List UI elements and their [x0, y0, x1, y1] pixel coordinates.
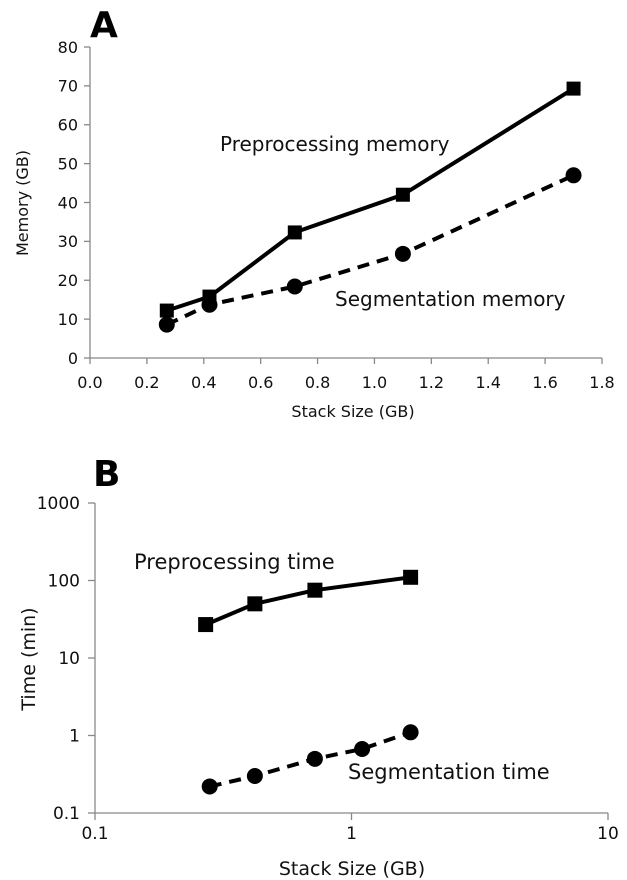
panel-a-y-tick-label: 0	[68, 349, 78, 368]
panel-a-y-tick-label: 20	[58, 271, 78, 290]
panel-a-segmentation-memory-point	[286, 278, 303, 295]
panel-a-preprocessing-memory-point	[287, 225, 302, 240]
panel-b-segmentation-time-point	[306, 750, 323, 767]
panel-b-letter: B	[93, 454, 120, 495]
panel-b-preprocessing-time-point	[307, 582, 323, 598]
panel-b-y-tick-label: 1	[69, 727, 80, 747]
panel-a-x-tick-label: 0.2	[134, 373, 159, 392]
panel-a-y-ticks: 0 10 20 30 40 50 60 70 80	[58, 38, 90, 368]
panel-a-preprocessing-memory-line	[166, 86, 575, 313]
panel-b-y-axis-label: Time (min)	[18, 607, 40, 711]
panel-b-x-tick-label: 10	[597, 824, 619, 844]
panel-b-x-ticks: 0.1 1 10	[81, 813, 619, 844]
panel-a-segmentation-memory-point	[201, 296, 218, 313]
panel-a-letter: A	[90, 5, 118, 46]
panel-a-segmentation-label: Segmentation memory	[335, 287, 566, 311]
panel-a-preprocessing-label: Preprocessing memory	[220, 132, 450, 156]
panel-b-y-tick-label: 0.1	[53, 804, 80, 824]
panel-b-x-tick-label: 0.1	[81, 824, 108, 844]
panel-b-y-tick-label: 1000	[37, 494, 80, 514]
panel-b-segmentation-time-point	[354, 740, 371, 757]
panel-b-x-axis-label: Stack Size (GB)	[279, 858, 425, 880]
panel-a-y-tick-label: 80	[58, 38, 78, 57]
panel-b-segmentation-time-point	[402, 724, 419, 741]
panel-a-y-tick-label: 30	[58, 232, 78, 251]
panel-a-preprocessing-memory-point	[159, 303, 174, 318]
panel-b-series	[198, 569, 419, 795]
panel-a-x-tick-label: 0.0	[77, 373, 102, 392]
panel-b-y-tick-label: 10	[58, 649, 80, 669]
panel-a-y-tick-label: 70	[58, 77, 78, 96]
panel-a-segmentation-memory-point	[394, 245, 411, 262]
panel-a-x-axis-label: Stack Size (GB)	[291, 402, 414, 421]
panel-a-segmentation-memory-point	[565, 167, 582, 184]
panel-a-y-tick-label: 10	[58, 310, 78, 329]
panel-b-preprocessing-time-point	[198, 617, 214, 633]
panel-b-preprocessing-label: Preprocessing time	[134, 550, 335, 574]
panel-a-series	[158, 81, 582, 333]
panel-a-x-tick-label: 1.2	[419, 373, 444, 392]
panel-b-y-ticks: 0.1 1 10 100 1000	[37, 494, 95, 824]
panel-b-segmentation-time-point	[201, 778, 218, 795]
panel-a-x-ticks: 0.0 0.2 0.4 0.6 0.8 1.0 1.2 1.4 1.6 1.8	[77, 358, 615, 392]
panel-a-chart: A 0.0 0.2 0.4 0.6 0.8 1.0 1.2 1.4 1.6 1.8 0 10 20 30…	[13, 5, 615, 421]
panel-a-y-tick-label: 60	[58, 116, 78, 135]
panel-a-y-axis-label: Memory (GB)	[13, 150, 32, 256]
panel-b-x-tick-label: 1	[346, 824, 357, 844]
panel-a-x-tick-label: 1.0	[362, 373, 387, 392]
panel-a-segmentation-memory-line	[165, 173, 575, 327]
panel-a-segmentation-memory-point	[158, 316, 175, 333]
panel-b-preprocessing-time-point	[247, 596, 263, 612]
panel-a-x-tick-label: 1.8	[589, 373, 614, 392]
panel-a-x-tick-label: 1.4	[475, 373, 500, 392]
panel-a-x-tick-label: 0.6	[248, 373, 273, 392]
panel-b-segmentation-time-point	[246, 768, 263, 785]
panel-a-y-tick-label: 40	[58, 193, 78, 212]
panel-b-preprocessing-time-point	[403, 569, 419, 585]
panel-a-x-tick-label: 0.4	[191, 373, 216, 392]
panel-a-y-tick-label: 50	[58, 154, 78, 173]
panel-a-preprocessing-memory-point	[395, 187, 410, 202]
panel-b-segmentation-label: Segmentation time	[348, 760, 550, 784]
panel-b-y-tick-label: 100	[48, 572, 80, 592]
panel-a-x-tick-label: 0.8	[305, 373, 330, 392]
panel-a-preprocessing-memory-point	[566, 81, 581, 96]
panel-a-x-tick-label: 1.6	[532, 373, 557, 392]
panel-b-chart: B 0.1 1 10 0.1 1 10 100 1000 Stack Size (GB) T…	[18, 454, 619, 880]
panel-b-preprocessing-time-line	[204, 575, 411, 627]
